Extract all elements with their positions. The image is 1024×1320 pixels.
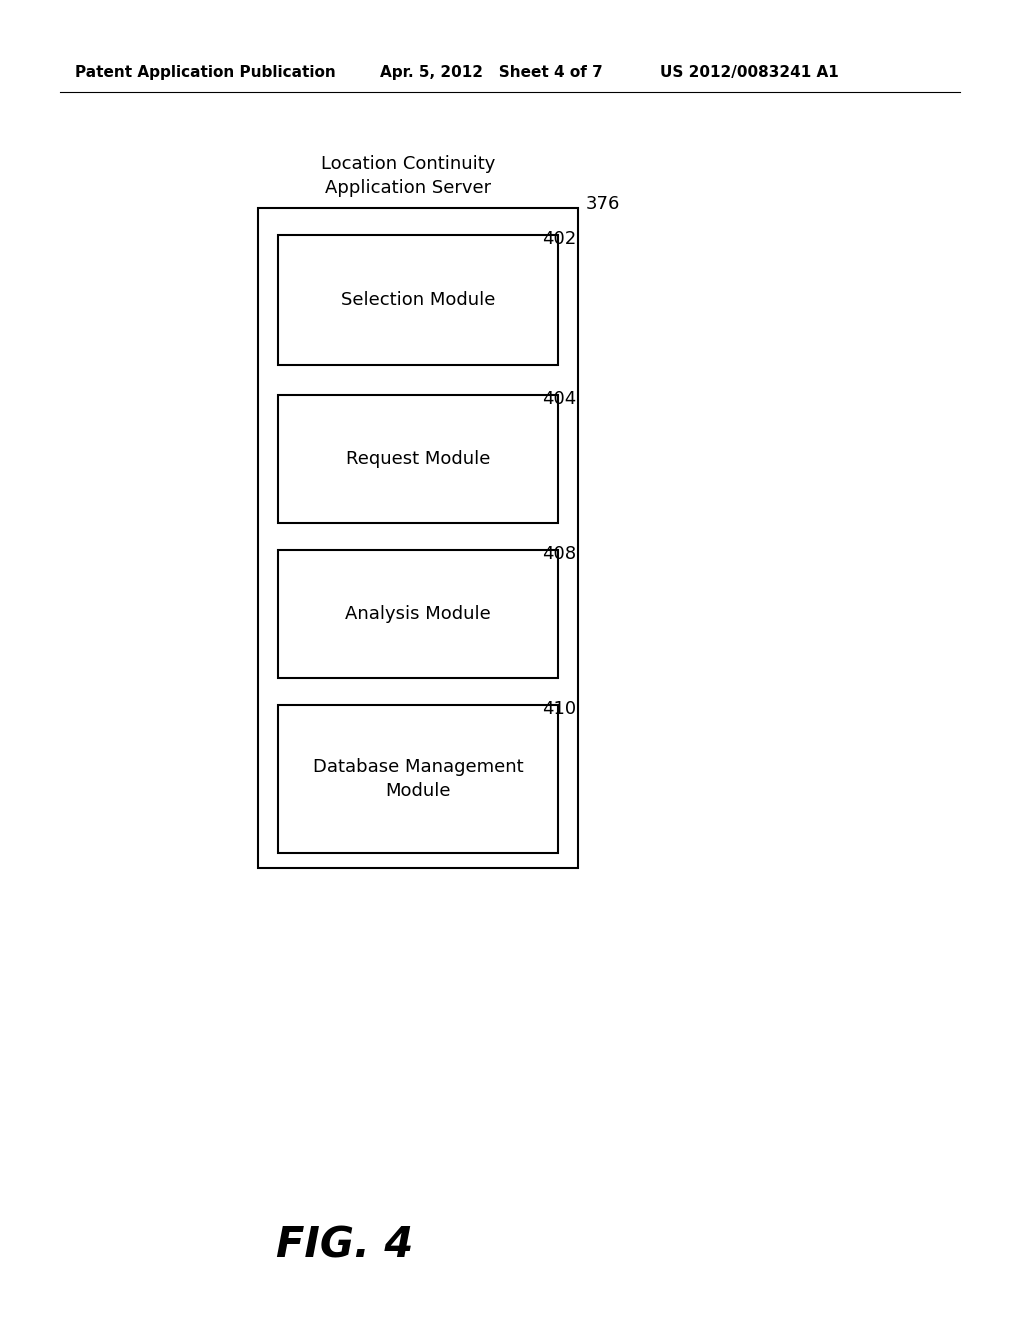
Text: Database Management
Module: Database Management Module <box>312 758 523 800</box>
Text: Request Module: Request Module <box>346 450 490 469</box>
Bar <box>278 705 558 853</box>
Text: 410: 410 <box>542 700 575 718</box>
Text: Analysis Module: Analysis Module <box>345 605 490 623</box>
Bar <box>278 235 558 366</box>
Text: 404: 404 <box>542 389 575 408</box>
Bar <box>258 209 578 869</box>
Text: Patent Application Publication: Patent Application Publication <box>75 65 336 79</box>
Bar <box>278 395 558 523</box>
Text: US 2012/0083241 A1: US 2012/0083241 A1 <box>660 65 839 79</box>
Text: 376: 376 <box>586 195 621 213</box>
Text: Apr. 5, 2012   Sheet 4 of 7: Apr. 5, 2012 Sheet 4 of 7 <box>380 65 603 79</box>
Text: Selection Module: Selection Module <box>341 290 496 309</box>
Text: 408: 408 <box>542 545 575 564</box>
Text: FIG. 4: FIG. 4 <box>276 1224 414 1266</box>
Text: 402: 402 <box>542 230 575 248</box>
Text: Location Continuity
Application Server: Location Continuity Application Server <box>321 154 496 197</box>
Bar <box>278 550 558 678</box>
